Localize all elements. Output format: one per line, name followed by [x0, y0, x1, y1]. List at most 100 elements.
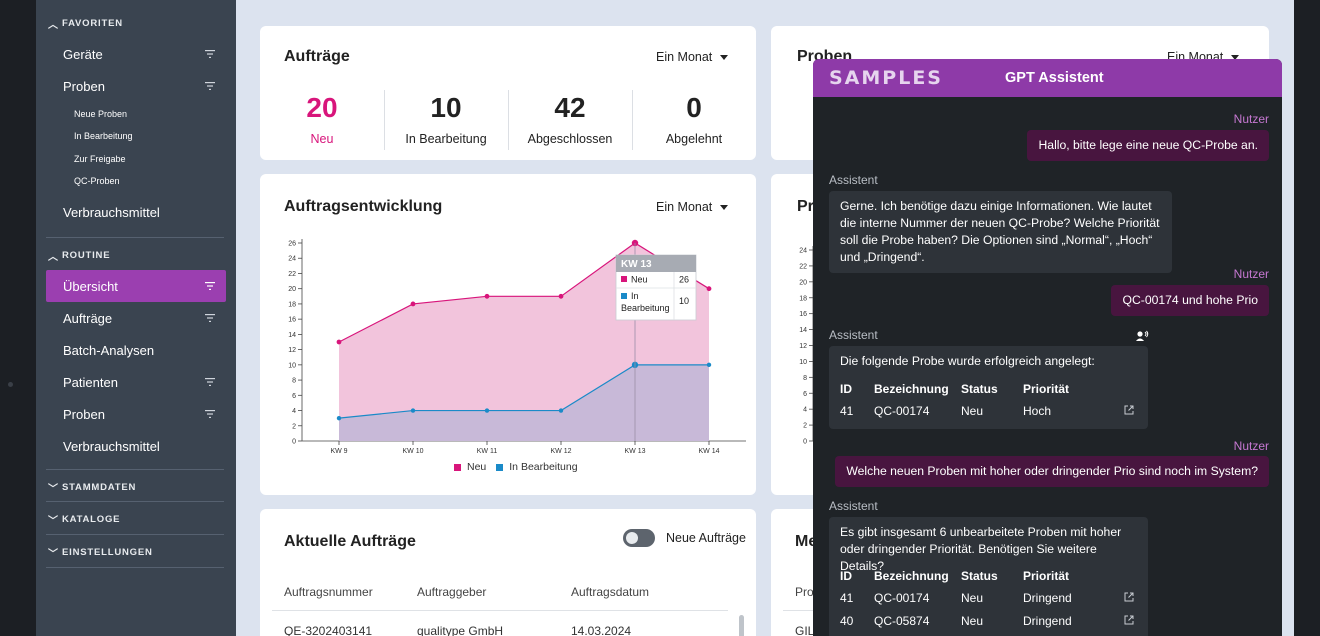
x-tick-label: KW 14 — [698, 448, 719, 455]
section-label: FAVORITEN — [62, 17, 123, 29]
range-label: Ein Monat — [656, 200, 713, 214]
sidebar-subitem-zur-freigabe[interactable]: Zur Freigabe — [74, 154, 126, 164]
sender-label: Assistent — [829, 173, 878, 187]
sidebar-subitem-neue-proben[interactable]: Neue Proben — [74, 109, 128, 119]
y-tick-label: 14 — [288, 332, 296, 339]
section-kataloge[interactable]: ﹀ KATALOGE — [48, 509, 120, 529]
y-tick-label: 22 — [288, 271, 296, 278]
table-cell: QC-00174 — [874, 591, 930, 605]
tooltip-value: 10 — [679, 296, 689, 306]
speaker-icon[interactable] — [1135, 330, 1149, 342]
sidebar-item-auftraege[interactable]: Aufträge — [46, 302, 226, 334]
sidebar-item-proben-routine[interactable]: Proben — [46, 398, 226, 430]
divider — [632, 90, 633, 150]
card-title: Auftragsentwicklung — [284, 198, 443, 215]
chevron-up-icon: ︿ — [48, 19, 59, 31]
open-external-icon[interactable] — [1124, 405, 1134, 415]
sidebar-item-uebersicht[interactable]: Übersicht — [46, 270, 226, 302]
sidebar-item-label: Proben — [63, 406, 105, 422]
table-cell: Hoch — [1023, 404, 1052, 418]
section-label: KATALOGE — [62, 513, 121, 525]
stat-abgeschlossen[interactable]: 42 Abgeschlossen — [508, 92, 632, 146]
range-label: Ein Monat — [656, 50, 713, 64]
y-tick-label: 12 — [799, 343, 807, 350]
chart-legend: Neu In Bearbeitung — [454, 461, 578, 473]
y-tick-label: 0 — [292, 439, 296, 446]
table-header: Bezeichnung — [874, 382, 949, 396]
open-external-icon[interactable] — [1124, 615, 1134, 625]
sidebar-item-patienten[interactable]: Patienten — [46, 366, 226, 398]
y-tick-label: 18 — [288, 301, 296, 308]
filter-icon[interactable] — [204, 80, 216, 92]
y-tick-label: 14 — [799, 327, 807, 334]
tooltip-label: Bearbeitung — [621, 303, 670, 313]
stat-neu[interactable]: 20 Neu — [260, 92, 384, 146]
open-external-icon[interactable] — [1124, 592, 1134, 602]
frame-dot — [8, 382, 13, 387]
auftraege-card: Aufträge Ein Monat 20 Neu 10 In Bearbeitun… — [260, 26, 756, 160]
range-dropdown[interactable]: Ein Monat — [656, 200, 729, 214]
table-header: Priorität — [1023, 382, 1070, 396]
column-header[interactable]: Auftragsnummer — [284, 585, 373, 599]
table-cell: qualitype GmbH — [417, 624, 504, 636]
sidebar-item-verbrauchsmittel[interactable]: Verbrauchsmittel — [46, 430, 226, 462]
sidebar-item-label: Patienten — [63, 374, 118, 390]
line-neu — [338, 242, 710, 343]
chevron-up-icon: ︿ — [48, 251, 59, 263]
y-tick-label: 2 — [803, 423, 807, 430]
table-cell[interactable]: QE-3202403141 — [284, 624, 373, 636]
sidebar-item-verbrauchsmittel-fav[interactable]: Verbrauchsmittel — [46, 196, 226, 228]
section-einstellungen[interactable]: ﹀ EINSTELLUNGEN — [48, 542, 153, 562]
scrollbar[interactable] — [739, 615, 744, 636]
column-header[interactable]: Auftraggeber — [417, 585, 487, 599]
sidebar: ︿ FAVORITEN Geräte Proben Neue Proben In … — [36, 0, 236, 636]
table-header: ID — [840, 569, 852, 583]
y-tick-label: 20 — [288, 286, 296, 293]
device-frame-left — [0, 0, 36, 636]
table-cell[interactable]: GIL — [795, 624, 815, 636]
card-title: Aufträge — [284, 48, 350, 65]
column-header[interactable]: Auftragsdatum — [571, 585, 650, 599]
range-dropdown[interactable]: Ein Monat — [656, 50, 729, 64]
filter-icon[interactable] — [204, 48, 216, 60]
point-neu — [336, 339, 342, 345]
legend-label[interactable]: In Bearbeitung — [509, 461, 578, 473]
section-label: STAMMDATEN — [62, 481, 137, 493]
sidebar-item-proben[interactable]: Proben — [46, 70, 226, 102]
message-text: Die folgende Probe wurde erfolgreich ang… — [840, 354, 1095, 368]
filter-icon[interactable] — [204, 280, 216, 292]
y-tick-label: 8 — [292, 378, 296, 385]
y-tick-label: 24 — [799, 248, 807, 255]
sidebar-item-label: Übersicht — [63, 278, 118, 294]
y-tick-label: 16 — [799, 311, 807, 318]
section-routine[interactable]: ︿ ROUTINE — [48, 245, 110, 265]
brand-logo: SAMPLES — [829, 67, 943, 89]
legend-label[interactable]: Neu — [467, 461, 487, 473]
sidebar-subitem-qc-proben[interactable]: QC-Proben — [74, 176, 120, 186]
section-label: EINSTELLUNGEN — [62, 546, 153, 558]
divider — [46, 534, 224, 535]
divider — [272, 610, 728, 611]
stat-abgelehnt[interactable]: 0 Abgelehnt — [632, 92, 756, 146]
legend-swatch-neu — [454, 463, 461, 471]
sidebar-item-batch-analysen[interactable]: Batch-Analysen — [46, 334, 226, 366]
point-neu — [706, 286, 712, 292]
sidebar-subitem-in-bearbeitung[interactable]: In Bearbeitung — [74, 131, 133, 141]
filter-icon[interactable] — [204, 376, 216, 388]
sidebar-item-geraete[interactable]: Geräte — [46, 38, 226, 70]
y-tick-label: 8 — [803, 375, 807, 382]
neue-auftraege-toggle[interactable] — [623, 529, 655, 547]
filter-icon[interactable] — [204, 408, 216, 420]
section-favoriten[interactable]: ︿ FAVORITEN — [48, 13, 123, 33]
filter-icon[interactable] — [204, 312, 216, 324]
aktuelle-auftraege-card: Aktuelle Aufträge Neue Aufträge Auftrags… — [260, 509, 756, 636]
y-tick-label: 18 — [799, 295, 807, 302]
user-message: Welche neuen Proben mit hoher oder dring… — [835, 456, 1269, 487]
point-in-bearbeitung — [558, 408, 564, 413]
point-in-bearbeitung — [410, 408, 416, 413]
stat-in-bearbeitung[interactable]: 10 In Bearbeitung — [384, 92, 508, 146]
y-tick-label: 12 — [288, 347, 296, 354]
tooltip-value: 26 — [679, 275, 689, 285]
section-stammdaten[interactable]: ﹀ STAMMDATEN — [48, 477, 136, 497]
